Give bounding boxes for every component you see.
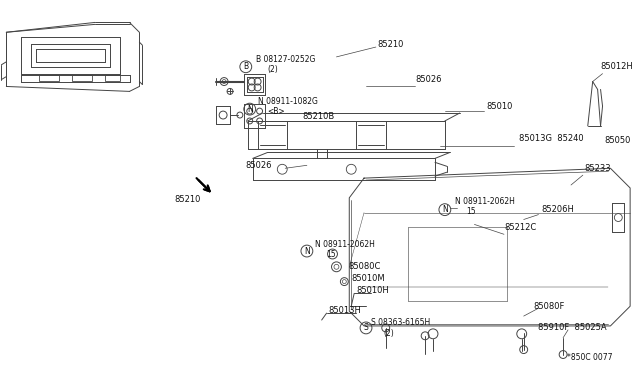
Text: B: B (243, 62, 248, 71)
Text: N 08911-1082G: N 08911-1082G (258, 97, 317, 106)
Text: N: N (304, 247, 310, 256)
Text: 85206H: 85206H (541, 205, 574, 214)
Text: 85013H: 85013H (328, 306, 362, 315)
Bar (39, 75, 58, 81)
Text: N 08911-2062H: N 08911-2062H (315, 240, 374, 248)
Text: 85210: 85210 (175, 195, 201, 204)
Text: 85212C: 85212C (504, 223, 536, 232)
Text: 85010H: 85010H (356, 286, 389, 295)
Text: 15: 15 (467, 207, 476, 216)
Text: <B>: <B> (268, 107, 285, 116)
Text: S: S (364, 323, 369, 333)
Text: 85080F: 85080F (534, 302, 565, 311)
Text: (2): (2) (384, 329, 394, 338)
Text: 85010: 85010 (486, 102, 513, 111)
Text: S 08363-6165H: S 08363-6165H (371, 318, 430, 327)
Text: 85210B: 85210B (302, 112, 334, 121)
Text: B 08127-0252G: B 08127-0252G (255, 55, 315, 64)
Text: 85013G  85240: 85013G 85240 (519, 134, 584, 143)
Text: 85050: 85050 (605, 136, 631, 145)
Text: 15: 15 (326, 250, 336, 260)
Text: N 08911-2062H: N 08911-2062H (454, 197, 515, 206)
Bar (105, 75, 120, 81)
Text: 85010M: 85010M (351, 274, 385, 283)
Bar (72, 75, 92, 81)
Text: 85233: 85233 (585, 164, 611, 173)
Text: 85026: 85026 (246, 161, 272, 170)
Text: N: N (442, 205, 448, 214)
Text: 85026: 85026 (415, 75, 442, 84)
Text: 85080C: 85080C (348, 262, 381, 271)
Text: *850C 0077: *850C 0077 (567, 353, 612, 362)
Text: N: N (247, 105, 253, 113)
Text: 85012H: 85012H (600, 62, 634, 71)
Text: 85210: 85210 (378, 39, 404, 49)
Text: 85910F  85025A: 85910F 85025A (538, 323, 607, 333)
Text: (2): (2) (268, 65, 278, 74)
